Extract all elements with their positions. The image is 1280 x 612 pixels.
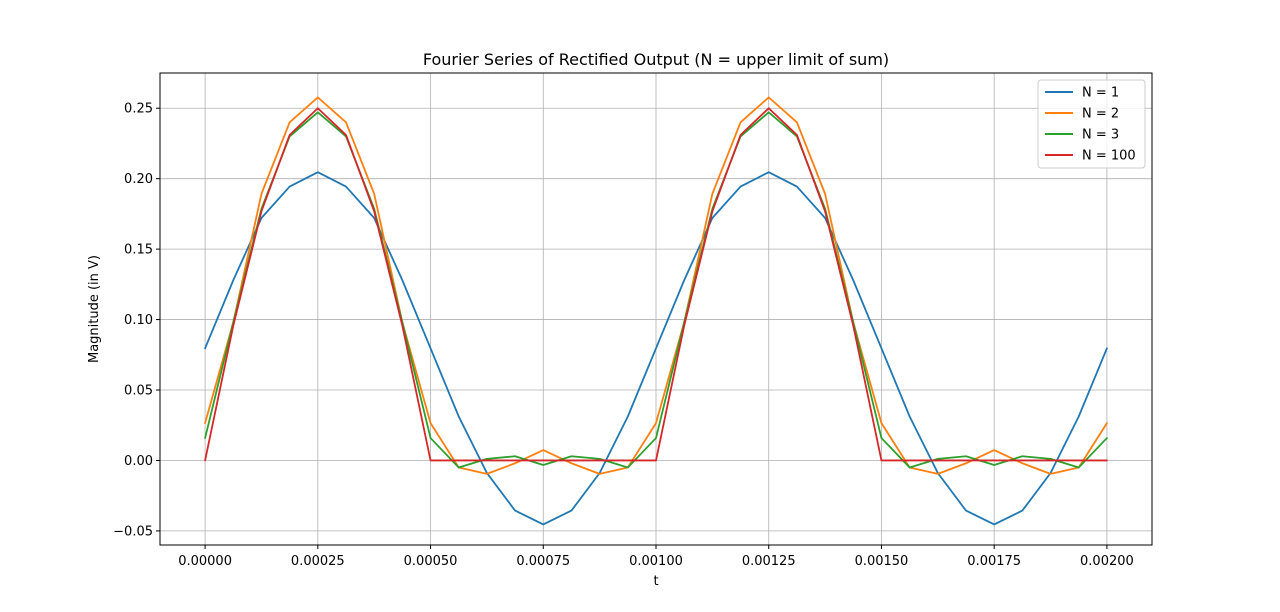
series-line-2 xyxy=(204,96,1108,475)
x-tick-label: 0.00100 xyxy=(629,554,683,569)
x-tick-label: 0.00050 xyxy=(404,554,458,569)
series-line-1 xyxy=(204,171,1108,526)
x-tick-label: 0.00200 xyxy=(1080,554,1134,569)
y-tick-label: −0.05 xyxy=(113,524,153,539)
legend-label: N = 2 xyxy=(1082,107,1119,122)
legend: N = 1 N = 2 N = 3 N = 100 xyxy=(1037,79,1146,169)
y-tick-label: 0.10 xyxy=(124,313,153,328)
y-tick-label: 0.00 xyxy=(124,454,153,469)
y-tick-label: 0.25 xyxy=(124,102,153,117)
y-axis-label: Magnitude (in V) xyxy=(87,255,102,363)
y-tick-label: 0.20 xyxy=(124,172,153,187)
x-tick-label: 0.00125 xyxy=(742,554,796,569)
plot-lines xyxy=(204,96,1108,526)
x-tick-label: 0.00150 xyxy=(855,554,909,569)
x-tick-label: 0.00025 xyxy=(291,554,345,569)
legend-box xyxy=(1037,79,1146,169)
x-tick-label: 0.00075 xyxy=(516,554,570,569)
chart-title: Fourier Series of Rectified Output (N = … xyxy=(423,50,889,69)
y-tick-label: 0.05 xyxy=(124,384,153,399)
y-tick-label: 0.15 xyxy=(124,243,153,258)
x-axis-ticks: 0.00000 0.00025 0.00050 0.00075 0.00100 0.001… xyxy=(178,545,1134,569)
legend-label: N = 3 xyxy=(1082,128,1119,143)
y-axis-ticks: −0.05 0.00 0.05 0.10 0.15 0.20 0.25 xyxy=(113,102,160,539)
legend-label: N = 1 xyxy=(1082,86,1119,101)
series-line-4 xyxy=(204,107,1108,462)
x-tick-label: 0.00175 xyxy=(967,554,1021,569)
x-tick-label: 0.00000 xyxy=(178,554,232,569)
x-axis-label: t xyxy=(653,574,658,589)
legend-label: N = 100 xyxy=(1082,149,1136,164)
